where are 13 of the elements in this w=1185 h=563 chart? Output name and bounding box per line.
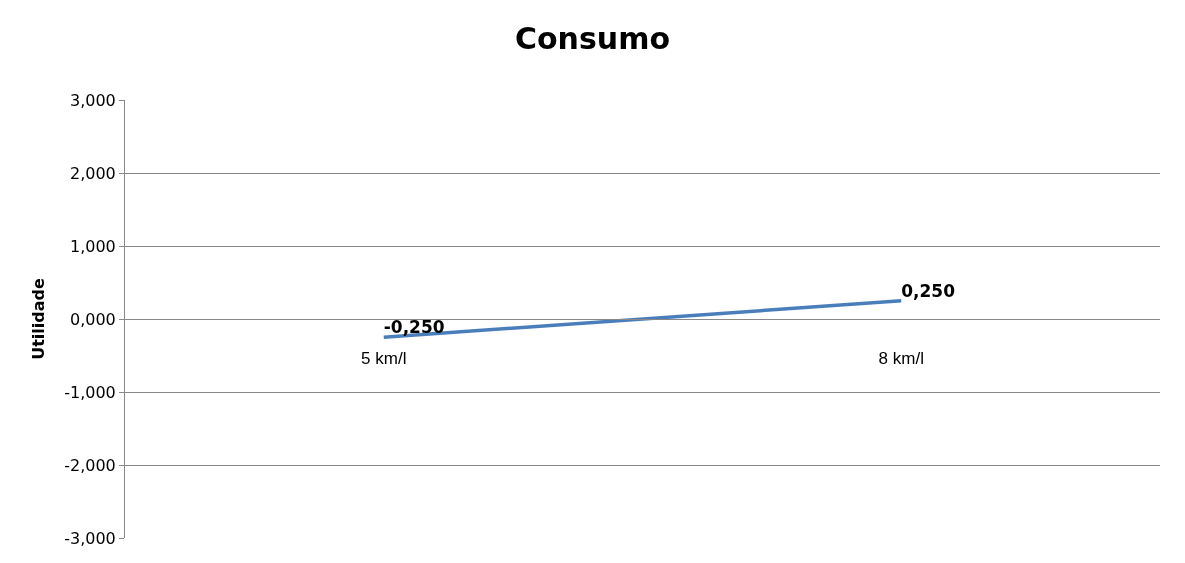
y-axis-title: Utilidade — [29, 278, 49, 360]
x-tick-label: 8 km/l — [878, 349, 924, 369]
y-tick-label: -2,000 — [64, 455, 116, 475]
data-label: -0,250 — [383, 317, 445, 337]
y-tick-label: 1,000 — [69, 236, 116, 256]
x-tick-label: 5 km/l — [361, 349, 407, 369]
y-tick-label: 2,000 — [69, 163, 116, 183]
chart-title: Consumo — [514, 21, 671, 57]
data-label: 0,250 — [901, 280, 956, 301]
y-tick-label: 3,000 — [69, 90, 116, 110]
y-tick-label: 0,000 — [69, 309, 116, 329]
y-tick-label: -1,000 — [64, 382, 116, 402]
y-tick-label: -3,000 — [64, 528, 116, 548]
